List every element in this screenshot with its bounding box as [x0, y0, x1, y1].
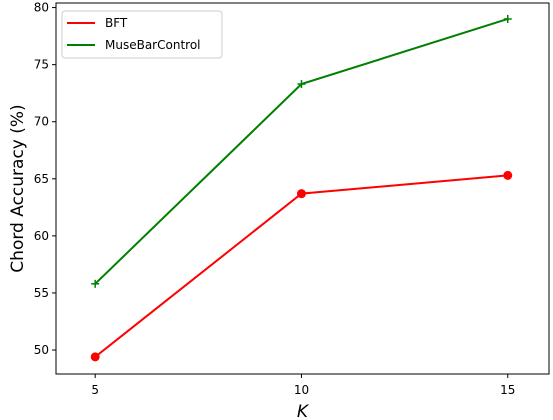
y-tick-label: 70 — [34, 115, 49, 129]
series-line-bft — [94, 174, 508, 358]
plot-frame — [55, 2, 550, 375]
data-point-bft — [90, 352, 100, 362]
y-axis: 50 55 60 65 70 75 80 — [34, 1, 56, 357]
legend: BFT MuseBarControl — [61, 10, 223, 59]
data-point-musebarcontrol — [91, 279, 100, 288]
plot-area — [90, 14, 513, 362]
y-axis-label: Chord Accuracy (%) — [8, 104, 28, 272]
y-tick-label: 55 — [34, 286, 49, 300]
x-tick-label: 10 — [294, 383, 309, 397]
legend-item-musebarcontrol: MuseBarControl — [67, 38, 201, 52]
x-tick-label: 15 — [500, 383, 515, 397]
series-line-musebarcontrol — [94, 18, 509, 285]
x-tick-label: 5 — [91, 383, 99, 397]
data-point-bft — [296, 189, 306, 199]
legend-label: MuseBarControl — [105, 38, 201, 52]
y-tick-label: 80 — [34, 1, 49, 15]
y-tick-label: 75 — [34, 58, 49, 72]
data-point-musebarcontrol — [297, 80, 306, 89]
legend-box — [61, 10, 223, 59]
x-axis-label: K — [297, 402, 310, 420]
data-point-musebarcontrol — [503, 14, 512, 23]
x-axis: 5 10 15 — [91, 374, 515, 397]
legend-item-bft: BFT — [67, 16, 128, 30]
y-tick-label: 50 — [34, 343, 49, 357]
data-point-bft — [503, 170, 513, 180]
y-tick-label: 60 — [34, 229, 49, 243]
y-tick-label: 65 — [34, 172, 49, 186]
legend-label: BFT — [105, 16, 128, 30]
